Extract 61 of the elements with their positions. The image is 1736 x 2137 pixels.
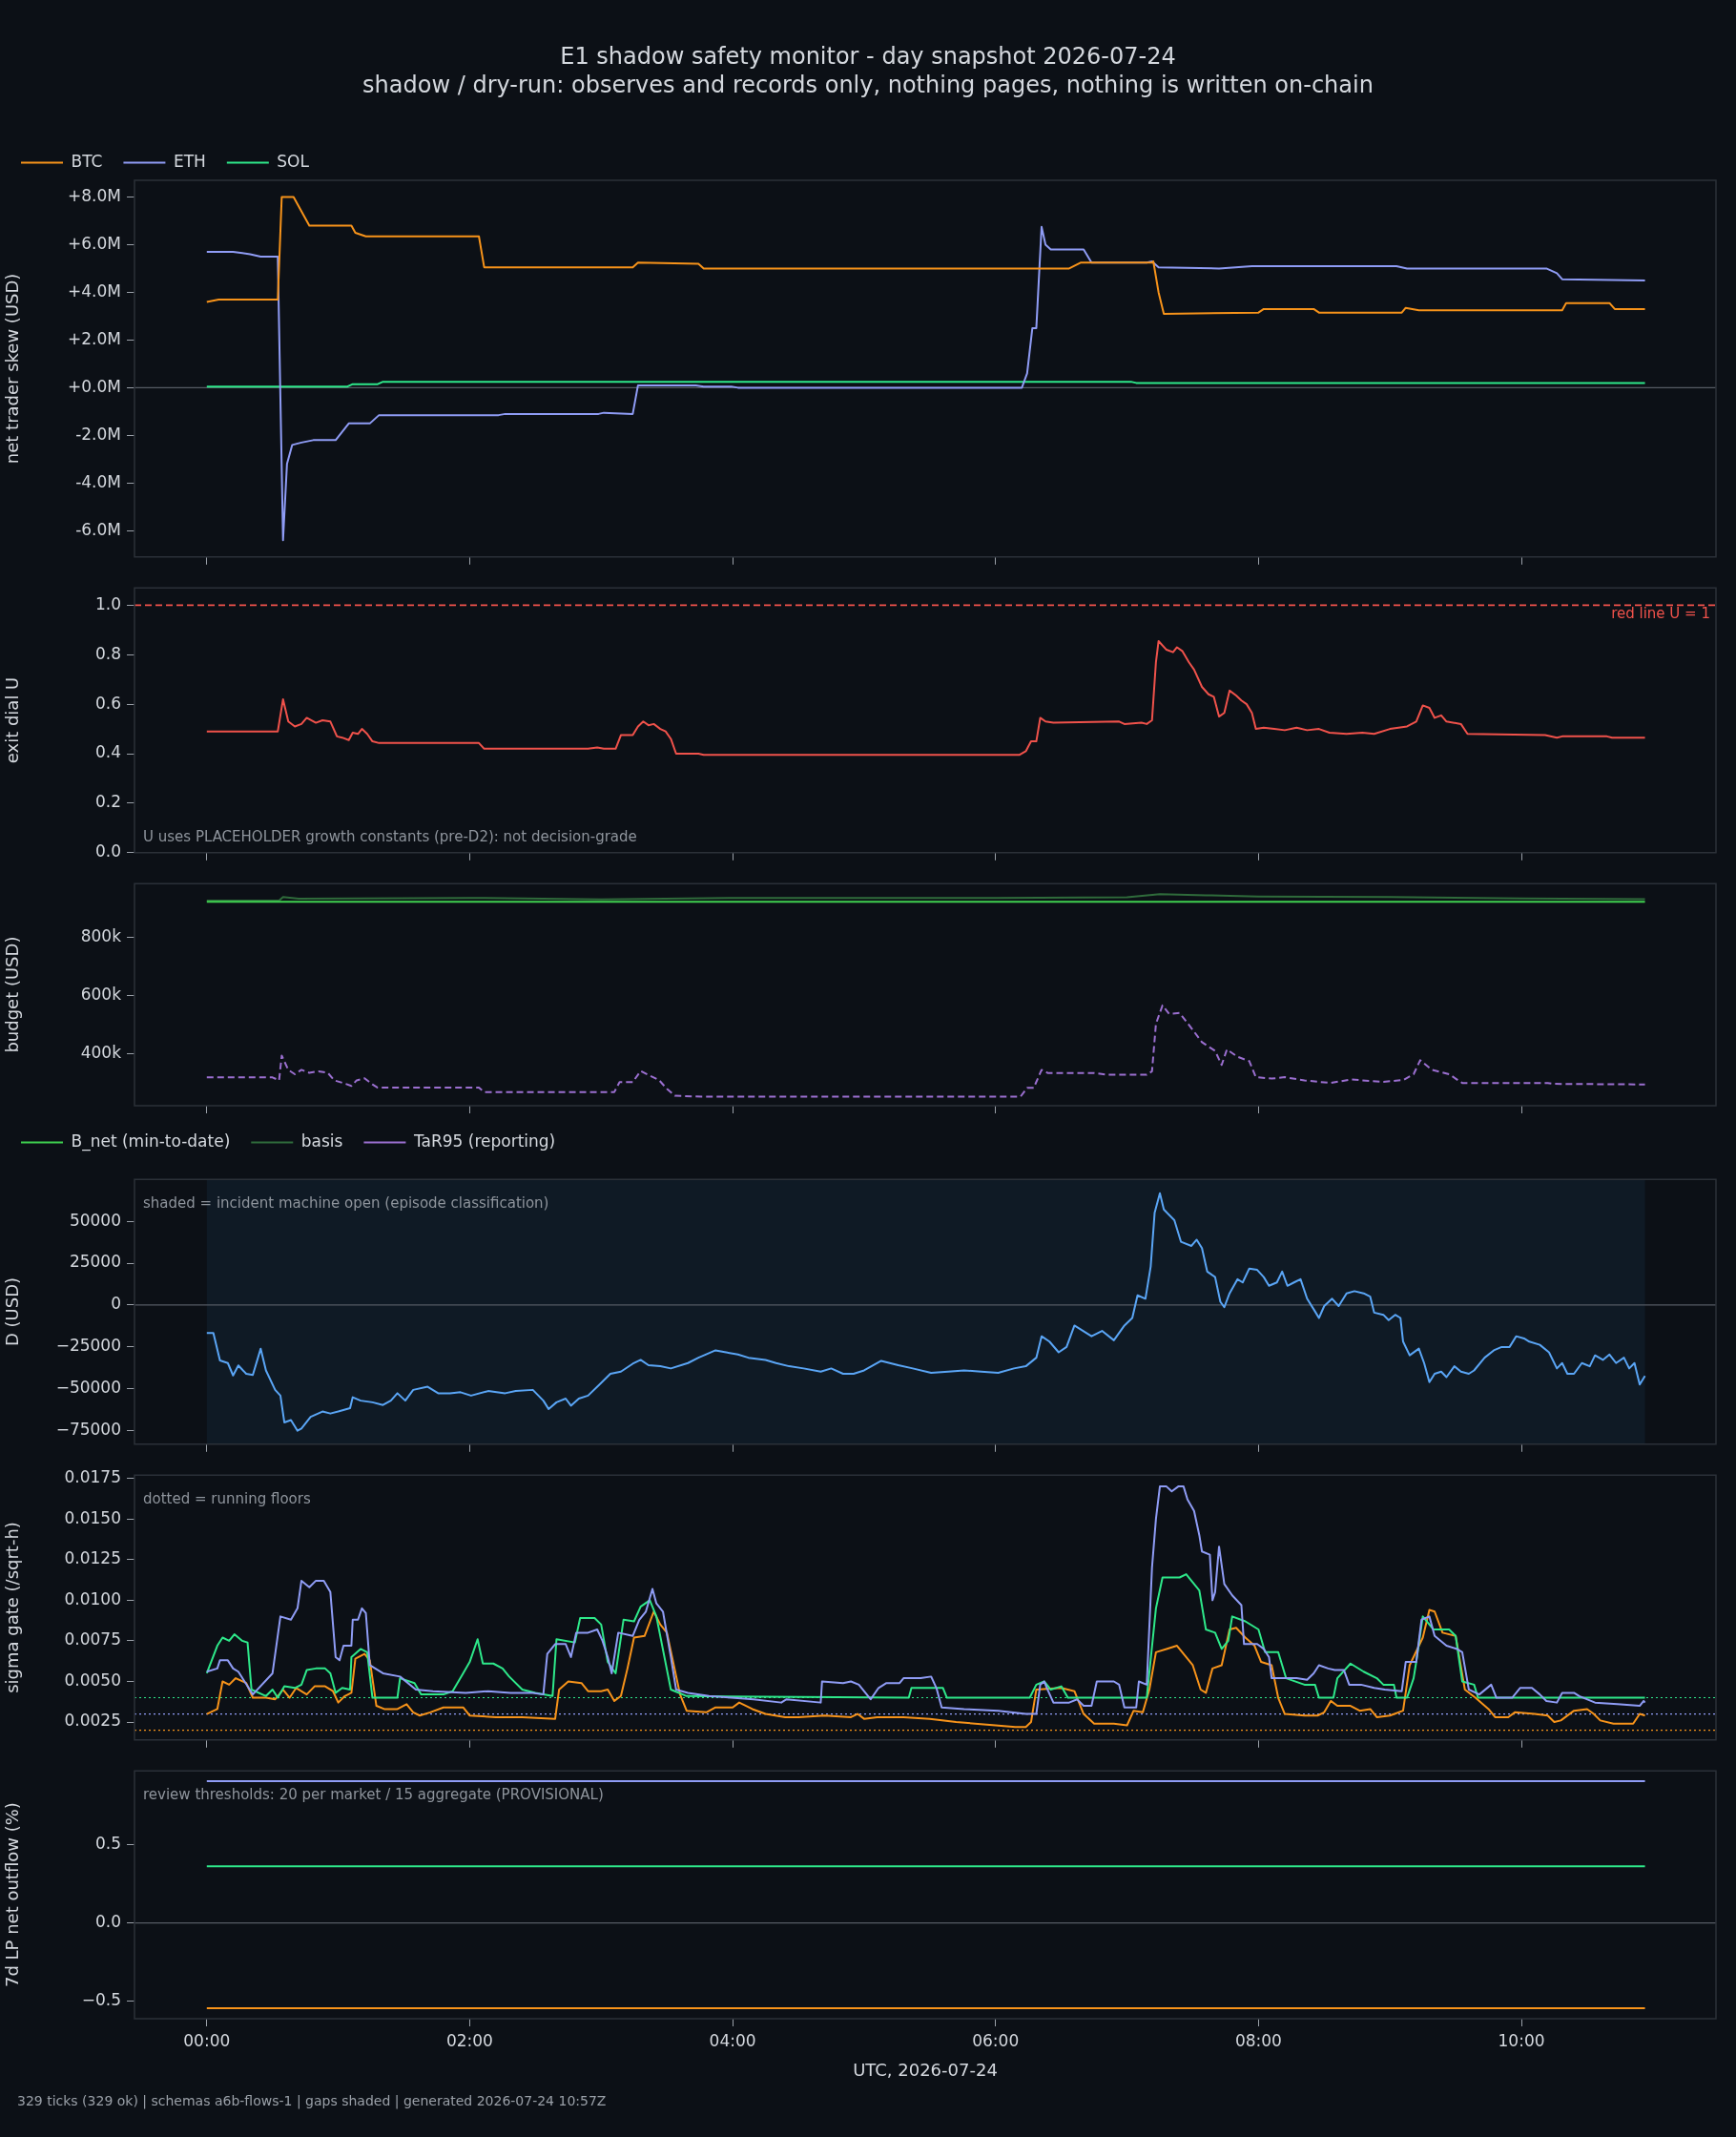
y-axis-title: 7d LP net outflow (%) <box>2 1802 23 1988</box>
line-series <box>205 1004 1646 1098</box>
annotation: U uses PLACEHOLDER growth constants (pre-D2): not decision-grade <box>143 828 637 846</box>
legend-label: ETH <box>173 151 206 171</box>
y-tick-label: 0.0075 <box>64 1629 121 1649</box>
y-tick-label: 0.0175 <box>64 1467 121 1487</box>
y-tick-label: 0.0150 <box>64 1507 121 1527</box>
y-tick-label: 0.0100 <box>64 1588 121 1608</box>
ref-line-label: red line U = 1 <box>1611 604 1710 622</box>
y-tick-label: 50000 <box>69 1210 121 1230</box>
y-tick-label: 1.0 <box>94 593 121 613</box>
text: 329 ticks (329 ok) | schemas a6b-flows-1 | gaps shaded | generated 2026-07-24 10:57Z <box>16 2092 608 2108</box>
y-axis-title: sigma gate (/sqrt-h) <box>2 1522 23 1693</box>
y-tick-label: -2.0M <box>75 424 121 444</box>
chart-subtitle: shadow / dry-run: observes and records only, nothing pages, nothing is written on-chain <box>362 71 1374 99</box>
x-tick-label: 02:00 <box>445 2030 493 2050</box>
y-tick-label: +0.0M <box>68 376 121 396</box>
y-tick-label: 25000 <box>69 1252 121 1272</box>
y-tick-label: 0.4 <box>94 742 121 762</box>
y-tick-label: 600k <box>80 984 122 1004</box>
legend-label: basis <box>300 1131 343 1151</box>
y-tick-label: −25000 <box>55 1336 121 1356</box>
band-label: shaded = incident machine open (episode classification) <box>143 1193 549 1212</box>
y-tick-label: 0.8 <box>94 643 121 663</box>
x-tick-label: 04:00 <box>709 2030 756 2050</box>
y-tick-label: -6.0M <box>75 519 121 539</box>
y-tick-label: +2.0M <box>68 328 121 348</box>
y-tick-label: 0.0 <box>94 1912 121 1932</box>
annotation: review thresholds: 20 per market / 15 aggregate (PROVISIONAL) <box>143 1785 604 1803</box>
y-tick-label: +6.0M <box>68 233 121 253</box>
annotation: dotted = running floors <box>143 1489 311 1507</box>
y-axis-title: D (USD) <box>2 1276 23 1347</box>
y-tick-label: -4.0M <box>75 471 121 491</box>
x-tick-label: 00:00 <box>183 2030 231 2050</box>
y-tick-label: −75000 <box>55 1420 121 1440</box>
legend-label: TaR95 (reporting) <box>412 1131 556 1151</box>
legend-label: SOL <box>277 151 310 171</box>
x-tick-label: 10:00 <box>1498 2030 1545 2050</box>
y-axis-title: net trader skew (USD) <box>2 273 23 465</box>
y-tick-label: 0.0125 <box>64 1548 121 1568</box>
y-tick-label: 400k <box>80 1043 122 1063</box>
y-tick-label: 0 <box>111 1294 121 1314</box>
y-tick-label: 0.0 <box>94 841 121 861</box>
y-tick-label: +4.0M <box>68 280 121 301</box>
x-tick-label: 06:00 <box>972 2030 1020 2050</box>
y-tick-label: 0.0025 <box>64 1711 121 1731</box>
y-tick-label: −50000 <box>55 1378 121 1398</box>
y-tick-label: −0.5 <box>81 1990 121 2010</box>
y-tick-label: 0.0050 <box>64 1670 121 1690</box>
y-tick-label: 800k <box>80 925 122 945</box>
x-axis-title: UTC, 2026-07-24 <box>853 2059 998 2080</box>
legend-label: B_net (min-to-date) <box>71 1131 231 1151</box>
y-axis-title: budget (USD) <box>2 936 23 1053</box>
y-tick-label: 0.2 <box>94 792 121 812</box>
y-tick-label: +8.0M <box>68 185 121 205</box>
x-tick-label: 08:00 <box>1234 2030 1282 2050</box>
y-axis-title: exit dial U <box>2 676 23 764</box>
chart-title: E1 shadow safety monitor - day snapshot 2026-07-24 <box>559 42 1177 71</box>
y-tick-label: 0.6 <box>94 693 121 713</box>
legend-label: BTC <box>71 151 103 171</box>
y-tick-label: 0.5 <box>94 1833 121 1853</box>
